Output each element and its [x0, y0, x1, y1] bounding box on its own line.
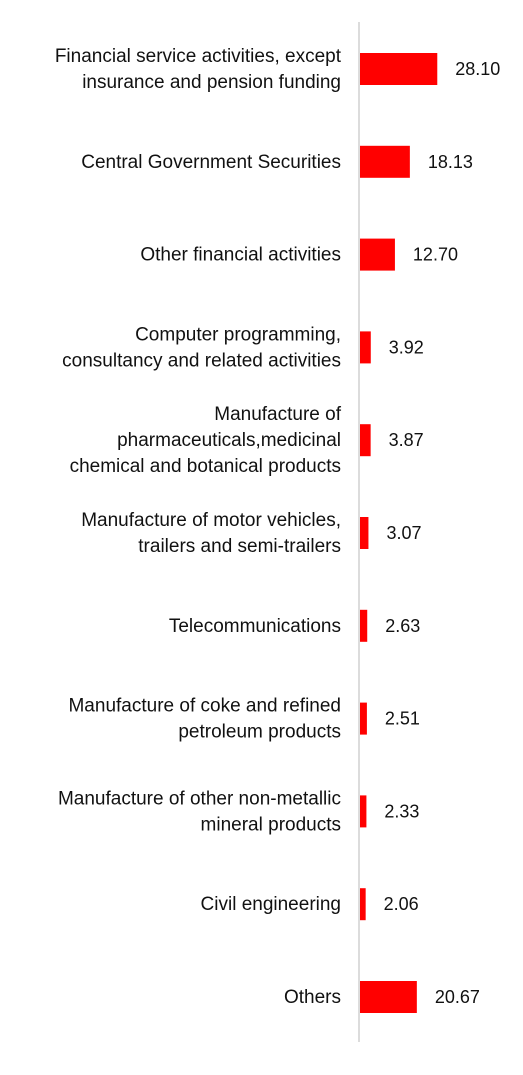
category-label-line: Manufacture of coke and refined	[68, 696, 341, 717]
bar-11	[360, 981, 417, 1013]
value-label-7: 2.63	[385, 616, 420, 636]
category-label-4: Computer programming, consultancy and rel…	[62, 324, 341, 371]
category-label-3: Other financial activities	[140, 245, 341, 266]
bar-5	[360, 424, 371, 457]
value-label-11: 20.67	[435, 987, 480, 1007]
category-label-5: Manufacture of pharmaceuticals,medicinal c…	[70, 404, 342, 477]
value-label-10: 2.06	[384, 894, 419, 914]
category-label-line: Manufacture of motor vehicles,	[81, 510, 341, 531]
value-label-8: 2.51	[385, 709, 420, 729]
category-label-7: Telecommunications	[169, 616, 341, 637]
category-label-10: Civil engineering	[201, 894, 341, 915]
category-label-line: Others	[284, 987, 341, 1008]
bar-6	[360, 517, 369, 549]
category-label-9: Manufacture of other non-metallic mineral…	[58, 788, 341, 835]
category-label-line: Other financial activities	[140, 245, 341, 266]
category-label-line: Computer programming,	[135, 324, 341, 345]
bar-10	[360, 888, 366, 921]
category-label-8: Manufacture of coke and refined petroleum…	[68, 696, 341, 743]
bar-4	[360, 331, 371, 364]
bars-group	[360, 53, 438, 1013]
bar-7	[360, 609, 368, 642]
bar-8	[360, 702, 367, 735]
value-label-2: 18.13	[428, 152, 473, 172]
category-label-line: insurance and pension funding	[82, 72, 341, 93]
bar-3	[360, 238, 395, 271]
bar-9	[360, 795, 367, 828]
category-label-line: Telecommunications	[169, 616, 341, 637]
category-label-2: Central Government Securities	[81, 152, 341, 173]
category-label-line: Financial service activities, except	[55, 46, 342, 67]
category-label-line: trailers and semi-trailers	[138, 536, 341, 557]
bar-2	[360, 145, 410, 178]
category-label-line: Manufacture of other non-metallic	[58, 788, 341, 809]
category-label-line: mineral products	[201, 814, 341, 835]
category-label-line: pharmaceuticals,medicinal	[117, 430, 341, 451]
category-label-11: Others	[284, 987, 341, 1008]
category-label-line: petroleum products	[178, 722, 341, 743]
value-label-4: 3.92	[389, 337, 424, 357]
category-label-line: chemical and botanical products	[70, 456, 341, 477]
value-label-5: 3.87	[389, 430, 424, 450]
value-label-6: 3.07	[386, 523, 421, 543]
category-labels-group: Financial service activities, except insu…	[55, 46, 342, 1008]
category-label-line: Central Government Securities	[81, 152, 341, 173]
category-label-line: consultancy and related activities	[62, 350, 341, 371]
bar-1	[360, 53, 438, 85]
category-label-line: Manufacture of	[214, 404, 341, 425]
category-label-6: Manufacture of motor vehicles, trailers a…	[81, 510, 341, 557]
value-label-9: 2.33	[384, 801, 419, 821]
value-label-3: 12.70	[413, 245, 458, 265]
value-label-1: 28.10	[455, 59, 500, 79]
category-label-1: Financial service activities, except insu…	[55, 46, 342, 93]
value-labels-group: 28.10 18.13 12.70 3.92 3.87 3.07 2.63 2.51 2.33 2…	[384, 59, 501, 1007]
category-label-line: Civil engineering	[201, 894, 341, 915]
